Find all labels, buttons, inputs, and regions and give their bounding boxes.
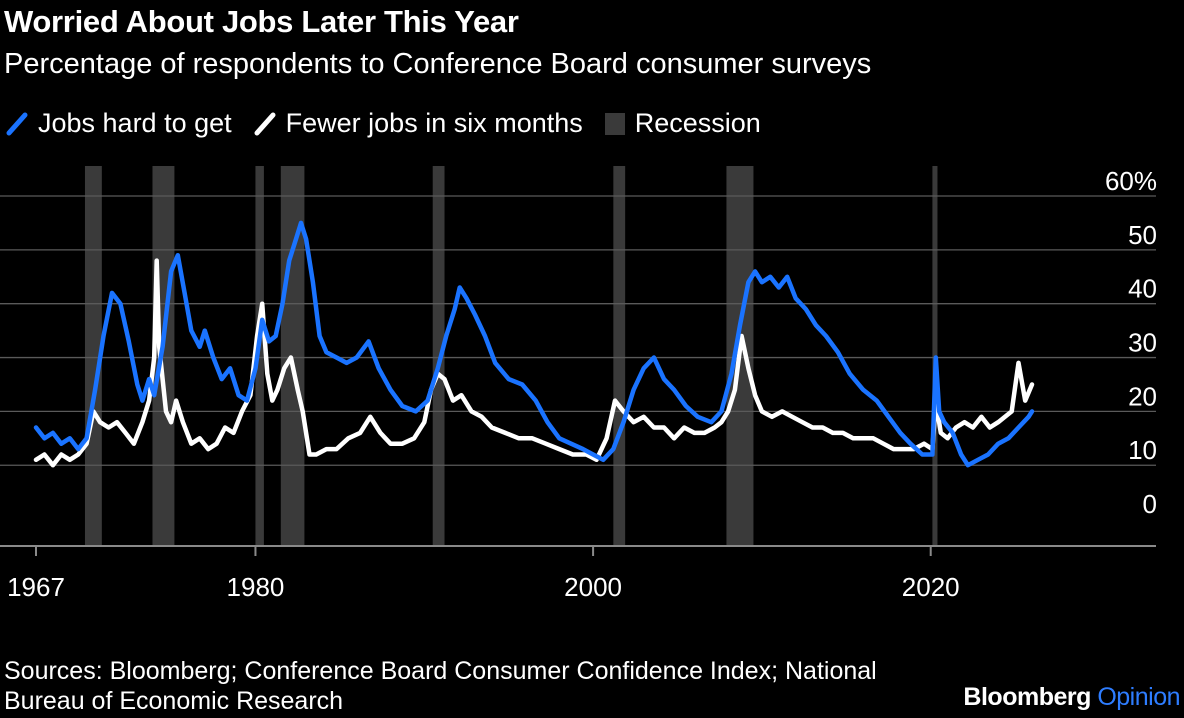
legend-label-recession: Recession bbox=[634, 108, 761, 138]
y-tick-label: 50 bbox=[1128, 220, 1157, 250]
x-tick-label: 1980 bbox=[227, 572, 285, 602]
recession-band bbox=[280, 166, 305, 546]
chart-plot: 0 10 20 30 40 50 60% 1967 1980 2000 2020 bbox=[0, 166, 1157, 602]
brand-suffix: Opinion bbox=[1097, 683, 1180, 711]
legend-label-jobs-hard: Jobs hard to get bbox=[38, 108, 232, 138]
recession-band bbox=[84, 166, 102, 546]
series-line-fewer-jobs bbox=[33, 258, 1035, 468]
recession-band bbox=[255, 166, 264, 546]
source-line-2: Bureau of Economic Research bbox=[4, 687, 344, 715]
x-tick-label: 1967 bbox=[7, 572, 65, 602]
recession-band bbox=[613, 166, 626, 546]
y-tick-label: 10 bbox=[1128, 435, 1157, 465]
y-tick-label: 40 bbox=[1128, 274, 1157, 304]
y-tick-label: 0 bbox=[1143, 489, 1157, 519]
brand-logo: Bloomberg Opinion bbox=[963, 683, 1180, 712]
legend-line-white-icon bbox=[254, 112, 276, 135]
x-tick-label: 2020 bbox=[902, 572, 960, 602]
legend-item-recession: Recession bbox=[604, 108, 761, 139]
y-tick-label: 20 bbox=[1128, 381, 1157, 411]
source-note: Sources: Bloomberg; Conference Board Con… bbox=[4, 656, 964, 716]
legend-item-jobs-hard: Jobs hard to get bbox=[6, 108, 232, 139]
chart-legend: Jobs hard to get Fewer jobs in six month… bbox=[6, 108, 783, 139]
legend-line-blue-icon bbox=[6, 112, 28, 135]
x-tick-label: 2000 bbox=[564, 572, 622, 602]
chart-title: Worried About Jobs Later This Year bbox=[4, 4, 519, 39]
legend-recession-swatch bbox=[604, 112, 625, 135]
recession-band bbox=[432, 166, 445, 546]
brand-main: Bloomberg bbox=[963, 683, 1091, 711]
series-line-jobs-hard-to-get bbox=[33, 220, 1035, 468]
legend-label-fewer-jobs: Fewer jobs in six months bbox=[285, 108, 583, 138]
chart-subtitle: Percentage of respondents to Conference … bbox=[4, 48, 872, 80]
legend-item-fewer-jobs: Fewer jobs in six months bbox=[254, 108, 583, 139]
y-tick-label: 60% bbox=[1105, 166, 1157, 196]
source-line-1: Sources: Bloomberg; Conference Board Con… bbox=[4, 657, 877, 685]
y-tick-label: 30 bbox=[1128, 328, 1157, 358]
